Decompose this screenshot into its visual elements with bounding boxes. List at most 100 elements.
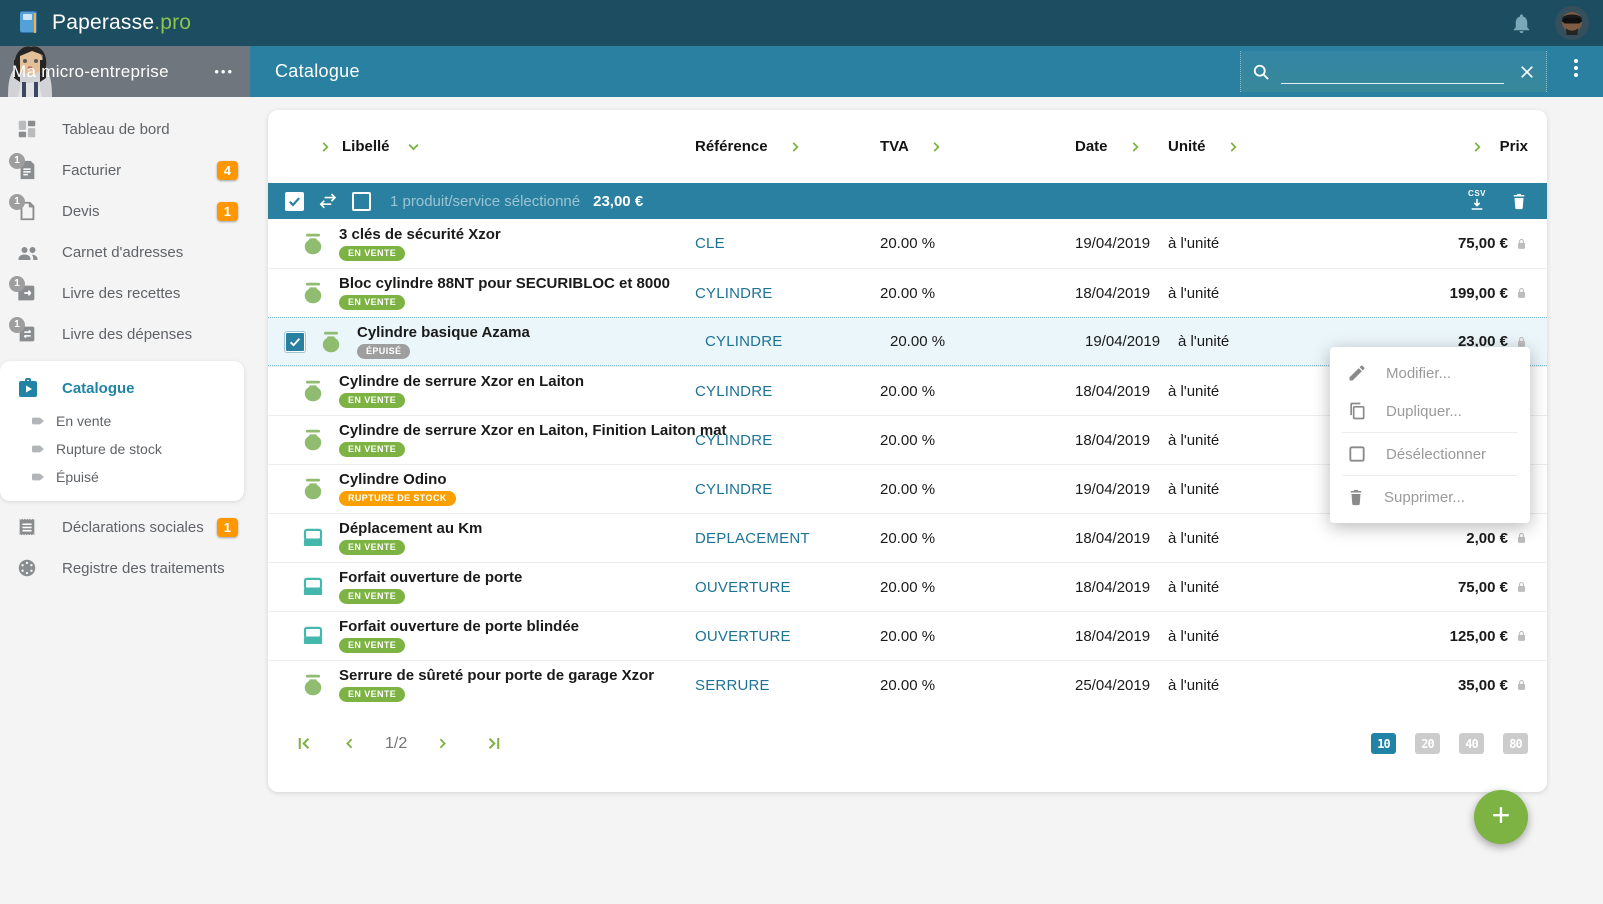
- product-reference: DEPLACEMENT: [695, 530, 880, 547]
- chevron-right-icon[interactable]: [1226, 140, 1240, 154]
- service-icon: [300, 623, 326, 649]
- status-badge: EN VENTE: [339, 393, 405, 408]
- export-csv-icon[interactable]: CSV: [1468, 190, 1486, 212]
- sidebar-subitem-label: En vente: [56, 413, 111, 429]
- table-header: Libellé Référence TVA Date Unité Prix: [268, 110, 1547, 183]
- registry-icon: [16, 557, 40, 581]
- chevron-right-icon[interactable]: [788, 140, 802, 154]
- chevron-right-icon[interactable]: [1470, 140, 1484, 154]
- page-title: Catalogue: [275, 61, 360, 82]
- sidebar-item-facturier[interactable]: 1Facturier4: [0, 150, 250, 191]
- product-reference: CYLINDRE: [695, 333, 880, 350]
- sidebar-item-carnet-d-adresses[interactable]: Carnet d'adresses: [0, 232, 250, 273]
- add-product-fab[interactable]: +: [1474, 790, 1528, 844]
- sidebar-subitem-en-vente[interactable]: En vente: [0, 407, 244, 435]
- sort-chevron-down-icon[interactable]: [406, 139, 421, 154]
- product-tva: 20.00 %: [880, 481, 1075, 498]
- product-unit: à l'unité: [1168, 333, 1346, 350]
- product-reference: CYLINDRE: [695, 383, 880, 400]
- header-overflow-menu-icon[interactable]: [1568, 59, 1584, 77]
- page-size-10[interactable]: 10: [1371, 733, 1396, 754]
- first-page-icon[interactable]: [295, 734, 314, 753]
- product-date: 18/04/2019: [1075, 530, 1168, 547]
- app-title: Paperasse.pro: [52, 11, 191, 35]
- page-size-40[interactable]: 40: [1459, 733, 1484, 754]
- sidebar-item-label: Livre des recettes: [62, 285, 180, 302]
- column-header-tva[interactable]: TVA: [880, 138, 1075, 155]
- invoice-icon: 1: [16, 159, 40, 183]
- status-badge: ÉPUISÉ: [357, 344, 410, 359]
- chevron-right-icon[interactable]: [1128, 140, 1142, 154]
- menu-item-label: Supprimer...: [1384, 489, 1465, 506]
- table-row[interactable]: Bloc cylindre 88NT pour SECURIBLOC et 80…: [268, 268, 1547, 317]
- select-all-checkbox[interactable]: [285, 192, 304, 211]
- sidebar-subitem-rupture-de-stock[interactable]: Rupture de stock: [0, 435, 244, 463]
- product-name: Serrure de sûreté pour porte de garage X…: [339, 668, 654, 684]
- sidebar-item-livre-des-depenses[interactable]: 1Livre des dépenses: [0, 314, 250, 355]
- notifications-bell-icon[interactable]: [1510, 12, 1533, 35]
- company-switcher[interactable]: Ma micro-entreprise •••: [0, 46, 250, 97]
- dashboard-icon: [16, 118, 40, 142]
- deselect-all-checkbox[interactable]: [352, 192, 371, 211]
- quote-icon: 1: [16, 200, 40, 224]
- search-input[interactable]: [1281, 60, 1504, 84]
- table-row[interactable]: Forfait ouverture de porteEN VENTEOUVERT…: [268, 562, 1547, 611]
- menu-divider: [1342, 475, 1518, 476]
- row-checkbox[interactable]: [285, 332, 305, 352]
- table-row[interactable]: Forfait ouverture de porte blindéeEN VEN…: [268, 611, 1547, 660]
- product-name: Forfait ouverture de porte: [339, 570, 522, 586]
- menu-item-supprimer[interactable]: Supprimer...: [1330, 478, 1530, 516]
- column-header-reference[interactable]: Référence: [695, 138, 880, 155]
- product-unit: à l'unité: [1168, 383, 1346, 400]
- company-more-icon[interactable]: •••: [214, 64, 234, 79]
- product-date: 18/04/2019: [1075, 432, 1168, 449]
- row-context-menu: Modifier...Dupliquer... Désélectionner Sup…: [1330, 347, 1530, 523]
- previous-page-icon[interactable]: [341, 735, 358, 752]
- column-header-date[interactable]: Date: [1075, 138, 1168, 155]
- column-header-unite[interactable]: Unité: [1168, 138, 1346, 155]
- menu-item-deselectionner[interactable]: Désélectionner: [1330, 435, 1530, 473]
- status-badge: EN VENTE: [339, 687, 405, 702]
- sidebar-item-catalogue[interactable]: Catalogue: [0, 369, 244, 407]
- page-size-80[interactable]: 80: [1503, 733, 1528, 754]
- product-name: Bloc cylindre 88NT pour SECURIBLOC et 80…: [339, 276, 670, 292]
- product-unit: à l'unité: [1168, 235, 1346, 252]
- sidebar-item-livre-des-recettes[interactable]: 1Livre des recettes: [0, 273, 250, 314]
- selection-toolbar: 1 produit/service sélectionné 23,00 € CS…: [268, 183, 1547, 219]
- product-name: Cylindre de serrure Xzor en Laiton: [339, 374, 584, 390]
- column-header-libelle[interactable]: Libellé: [268, 138, 695, 155]
- product-price: 125,00 €: [1346, 628, 1528, 645]
- table-row[interactable]: Serrure de sûreté pour porte de garage X…: [268, 660, 1547, 709]
- product-price: 75,00 €: [1346, 235, 1528, 252]
- menu-item-label: Désélectionner: [1386, 446, 1486, 463]
- table-row[interactable]: 3 clés de sécurité XzorEN VENTECLE20.00 …: [268, 219, 1547, 268]
- product-price: 35,00 €: [1346, 677, 1528, 694]
- sidebar-item-devis[interactable]: 1Devis1: [0, 191, 250, 232]
- sidebar-item-tableau-de-bord[interactable]: Tableau de bord: [0, 109, 250, 150]
- sidebar-item-registre-des-traitements[interactable]: Registre des traitements: [0, 548, 250, 589]
- product-reference: CLE: [695, 235, 880, 252]
- swap-selection-icon[interactable]: [317, 190, 339, 212]
- page-size-20[interactable]: 20: [1415, 733, 1440, 754]
- delete-selection-icon[interactable]: [1510, 191, 1528, 211]
- column-header-prix[interactable]: Prix: [1346, 138, 1528, 155]
- sidebar-item-declarations-sociales[interactable]: Déclarations sociales1: [0, 507, 250, 548]
- last-page-icon[interactable]: [484, 734, 503, 753]
- menu-item-modifier[interactable]: Modifier...: [1330, 354, 1530, 392]
- status-badge: EN VENTE: [339, 246, 405, 261]
- product-icon: [300, 672, 326, 698]
- product-name: Forfait ouverture de porte blindée: [339, 619, 579, 635]
- next-page-icon[interactable]: [434, 735, 451, 752]
- product-name: Cylindre Odino: [339, 472, 456, 488]
- user-avatar[interactable]: [1555, 6, 1589, 40]
- status-badge: EN VENTE: [339, 295, 405, 310]
- chevron-right-icon[interactable]: [929, 140, 943, 154]
- checkbox-outline-icon: [1347, 444, 1367, 464]
- product-tva: 20.00 %: [880, 628, 1075, 645]
- chevron-right-icon[interactable]: [318, 140, 332, 154]
- menu-divider: [1342, 432, 1518, 433]
- menu-item-dupliquer[interactable]: Dupliquer...: [1330, 392, 1530, 430]
- product-date: 18/04/2019: [1075, 628, 1168, 645]
- sidebar-subitem-epuise[interactable]: Épuisé: [0, 463, 244, 491]
- search-clear-icon[interactable]: [1518, 63, 1536, 81]
